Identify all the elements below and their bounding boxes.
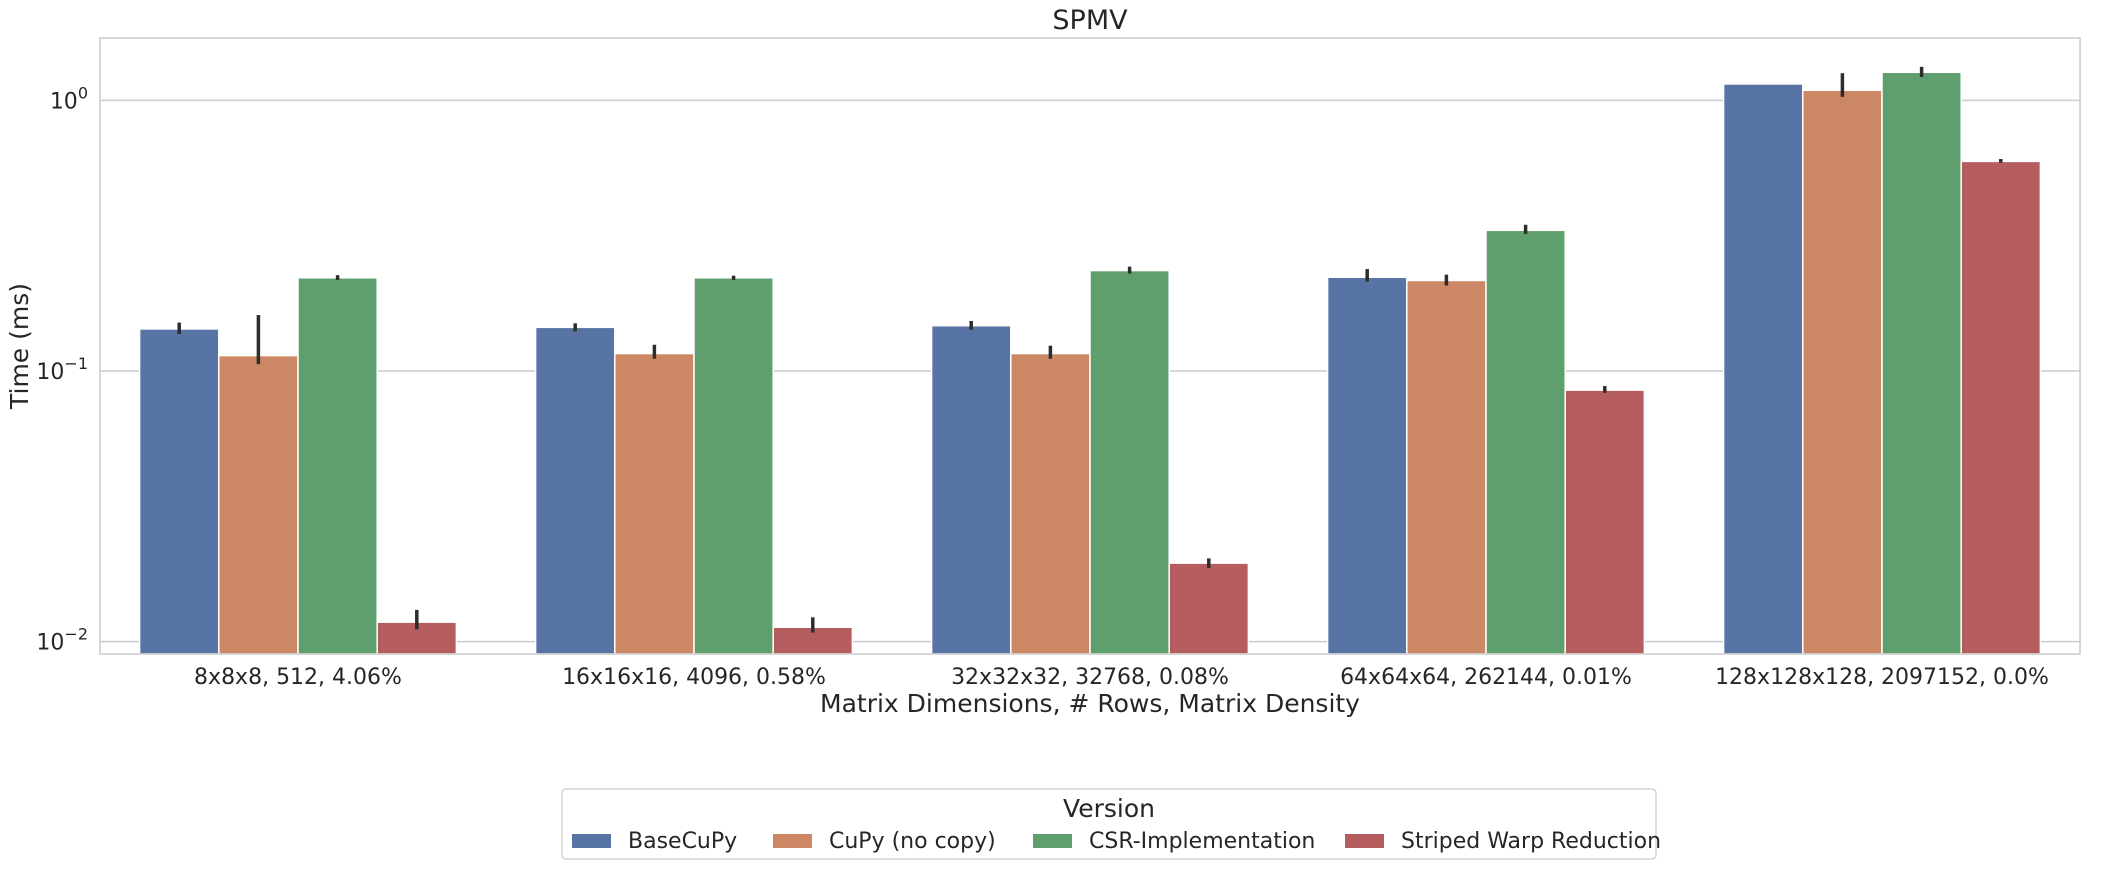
bar-csr-implementation <box>1485 229 1566 655</box>
y-tick-label: 100 <box>50 83 88 114</box>
bar-basecupy <box>1722 83 1804 655</box>
legend-label: BaseCuPy <box>628 829 737 854</box>
y-tick-base: 10 <box>36 360 64 385</box>
bar-striped-warp-reduction <box>1168 562 1250 655</box>
bar-basecupy <box>1326 276 1408 655</box>
x-tick-label: 64x64x64, 262144, 0.01% <box>1340 665 1632 690</box>
legend-item: CuPy (no copy) <box>773 829 996 854</box>
y-tick-label: 10−2 <box>36 625 88 656</box>
legend-items: BaseCuPy CuPy (no copy) CSR-Implementation… <box>572 829 1661 854</box>
y-tick-exponent: −1 <box>64 354 88 373</box>
plot-frame <box>99 37 2081 655</box>
bar-cupy-no-copy <box>218 354 299 655</box>
chart-title: SPMV <box>1052 5 1128 36</box>
x-tick-labels: 8x8x8, 512, 4.06% 16x16x16, 4096, 0.58% 32… <box>194 665 2049 690</box>
legend-label: CuPy (no copy) <box>829 829 996 854</box>
legend-item: CSR-Implementation <box>1033 829 1315 854</box>
bar-cupy-no-copy <box>1010 352 1091 655</box>
error-bars <box>177 66 2003 633</box>
y-tick-exponent: 0 <box>78 83 88 102</box>
legend-swatch <box>1033 834 1072 848</box>
legend-label: CSR-Implementation <box>1089 829 1315 854</box>
x-tick-label: 128x128x128, 2097152, 0.0% <box>1715 665 2049 690</box>
bar-cupy-no-copy <box>1802 89 1883 655</box>
legend-label: Striped Warp Reduction <box>1401 829 1661 854</box>
x-axis-label: Matrix Dimensions, # Rows, Matrix Densit… <box>820 689 1360 718</box>
y-tick-exponent: −2 <box>64 625 88 644</box>
bar-striped-warp-reduction <box>1564 389 1646 655</box>
legend-item: BaseCuPy <box>572 829 737 854</box>
bar-csr-implementation <box>1881 71 1962 655</box>
bar-csr-implementation <box>1089 269 1170 655</box>
x-tick-label: 8x8x8, 512, 4.06% <box>194 665 402 690</box>
bar-basecupy <box>138 328 220 655</box>
bar-cupy-no-copy <box>614 352 695 655</box>
x-tick-label: 16x16x16, 4096, 0.58% <box>562 665 826 690</box>
legend: Version BaseCuPy CuPy (no copy) CSR-Implem… <box>561 788 1661 860</box>
y-tick-label: 10−1 <box>36 354 88 385</box>
y-axis-label: Time (ms) <box>5 283 34 410</box>
legend-title: Version <box>1063 794 1155 823</box>
y-tick-base: 10 <box>50 89 78 114</box>
bar-cupy-no-copy <box>1406 279 1487 655</box>
legend-swatch <box>572 834 611 848</box>
bars <box>138 71 2042 655</box>
x-tick-label: 32x32x32, 32768, 0.08% <box>951 665 1229 690</box>
bar-csr-implementation <box>297 277 378 655</box>
bar-basecupy <box>930 324 1012 655</box>
bar-csr-implementation <box>693 277 774 655</box>
legend-swatch <box>1345 834 1384 848</box>
bar-striped-warp-reduction <box>1960 160 2042 655</box>
legend-item: Striped Warp Reduction <box>1345 829 1661 854</box>
legend-swatch <box>773 834 812 848</box>
y-tick-base: 10 <box>36 631 64 656</box>
bar-basecupy <box>534 326 616 655</box>
